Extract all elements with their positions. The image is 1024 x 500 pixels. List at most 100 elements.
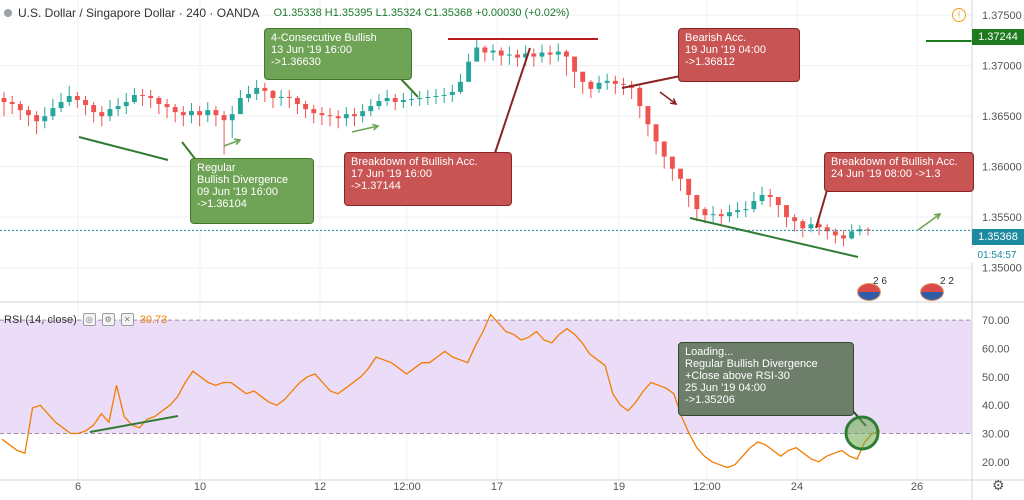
ohlc-values: O1.35338 H1.35395 L1.35324 C1.35368 +0.0…: [273, 7, 570, 19]
candle: [572, 56, 578, 88]
gear-icon[interactable]: ⚙: [992, 477, 1005, 493]
candle: [604, 73, 610, 90]
candle-body: [653, 124, 659, 142]
candle: [767, 188, 773, 208]
candle: [107, 100, 113, 122]
candle-body: [221, 115, 227, 121]
candle-body: [213, 110, 219, 116]
candle-body: [425, 96, 431, 98]
candle-body: [246, 93, 251, 98]
down-arrow-icon: [659, 91, 678, 106]
candle: [857, 225, 863, 236]
candle: [409, 91, 414, 107]
candle-body: [172, 107, 178, 113]
candle-body: [311, 109, 317, 114]
candle-body: [441, 94, 447, 96]
candle: [197, 106, 203, 127]
candle: [490, 44, 496, 61]
candle: [678, 168, 683, 191]
candle-body: [580, 71, 586, 82]
candle: [784, 205, 789, 228]
annotation-breakdown-bullish-acc[interactable]: Breakdown of Bullish Acc. 17 Jun '19 16:…: [344, 152, 512, 206]
candle: [246, 85, 251, 103]
candle: [531, 48, 537, 67]
candle-body: [205, 110, 211, 116]
eye-icon[interactable]: ◎: [82, 313, 96, 326]
arrow-shaft: [223, 139, 241, 147]
candle-body: [539, 52, 545, 57]
candle-body: [140, 94, 146, 96]
candle-body: [50, 108, 56, 117]
candle: [612, 75, 618, 94]
candle: [278, 89, 284, 107]
price-tick-label: 1.35000: [982, 263, 1022, 275]
candle-body: [775, 196, 781, 206]
rsi-value: 30.73: [139, 313, 168, 326]
candle: [726, 205, 732, 223]
candle: [653, 124, 659, 155]
us-flag-event-icon[interactable]: [920, 283, 944, 301]
candle: [800, 219, 806, 238]
symbol-title: U.S. Dollar / Singapore Dollar · 240 · O…: [18, 6, 260, 20]
price-tick-label: 1.36000: [982, 162, 1022, 174]
annotation-bearish-acc[interactable]: Bearish Acc. 19 Jun '19 04:00 ->1.36812: [678, 28, 800, 82]
candle-body: [392, 97, 398, 103]
candle-body: [800, 221, 806, 229]
candle: [816, 220, 822, 236]
bar-countdown: 01:54:57: [970, 248, 1024, 263]
candle-body: [702, 209, 708, 216]
us-flag-event-icon[interactable]: [857, 283, 881, 301]
candle-body: [596, 82, 602, 89]
candle-body: [237, 97, 243, 115]
candle-body: [189, 111, 194, 116]
candle: [74, 91, 80, 109]
candle: [1, 91, 7, 117]
candle: [91, 102, 97, 123]
candle-body: [180, 112, 186, 116]
annotation-breakdown-bullish-acc-2[interactable]: Breakdown of Bullish Acc. 24 Jun '19 08:…: [824, 152, 974, 192]
close-icon[interactable]: ✕: [120, 313, 134, 326]
candle-body: [841, 235, 846, 239]
chart-overlays: [0, 38, 972, 451]
candle-body: [327, 115, 333, 117]
candle-body: [743, 209, 749, 211]
candle-body: [857, 229, 863, 232]
annotation-regular-bullish-divergence[interactable]: Regular Bullish Divergence 09 Jun '19 16…: [190, 158, 314, 224]
candle: [83, 95, 88, 116]
candle: [17, 101, 23, 121]
candle: [254, 79, 260, 101]
time-tick-label: 19: [613, 481, 625, 493]
collapse-dot-icon[interactable]: [4, 9, 12, 17]
candle-body: [156, 97, 162, 105]
candle: [433, 88, 439, 105]
candle-body: [409, 98, 414, 101]
rsi-header: RSI (14, close) ◎ ⚙ ✕ 30.73: [4, 313, 167, 326]
annotation-rsi-divergence[interactable]: Loading... Regular Bullish Divergence +C…: [678, 342, 854, 416]
candle-body: [710, 214, 716, 216]
candle: [547, 45, 553, 65]
price-tick-label: 1.37000: [982, 61, 1022, 73]
candle: [661, 141, 667, 169]
candle-body: [58, 102, 64, 109]
candle-body: [767, 194, 773, 197]
candle-body: [433, 95, 439, 97]
rsi-tick-label: 60.00: [982, 344, 1010, 356]
annotation-4-consecutive-bullish[interactable]: 4-Consecutive Bullish 13 Jun '19 16:00 -…: [264, 28, 412, 80]
candle-body: [466, 61, 472, 82]
candle-body: [164, 104, 170, 108]
time-tick-label: 26: [911, 481, 923, 493]
rsi-tick-label: 40.00: [982, 400, 1010, 412]
candle-body: [66, 95, 72, 103]
candle: [563, 49, 569, 76]
price-tick-label: 1.35500: [982, 212, 1022, 224]
settings-icon[interactable]: ⚙: [101, 313, 115, 326]
rsi-tick-label: 20.00: [982, 457, 1010, 469]
candle-body: [645, 106, 651, 125]
candle-body: [400, 100, 406, 103]
candle: [669, 156, 675, 181]
alert-icon[interactable]: !: [952, 8, 966, 22]
candle: [506, 46, 512, 65]
divergence-trendline: [689, 217, 859, 258]
candle: [751, 191, 757, 213]
